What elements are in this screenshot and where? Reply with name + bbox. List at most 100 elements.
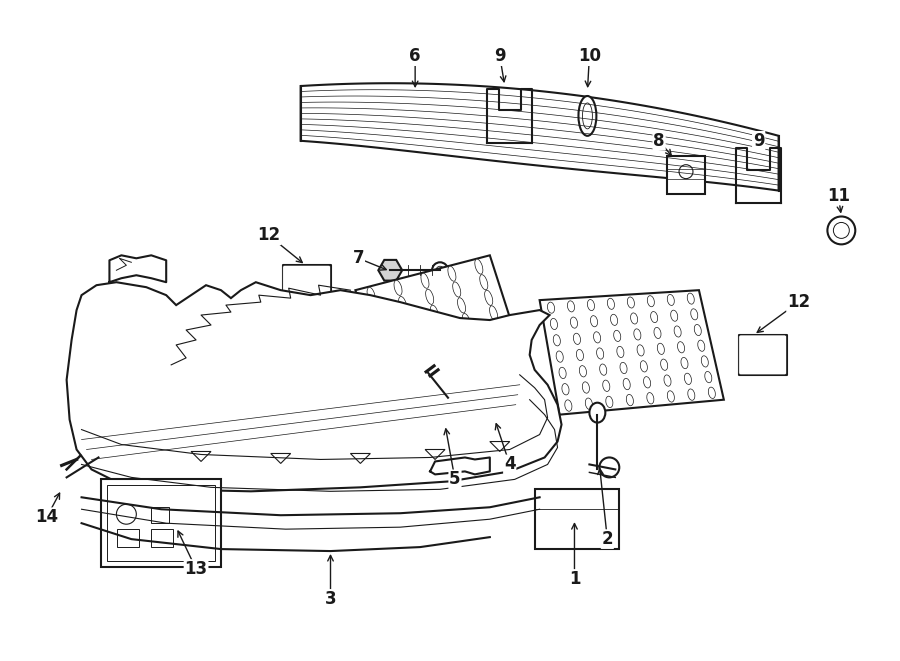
Ellipse shape — [494, 321, 502, 336]
Text: 7: 7 — [353, 249, 364, 267]
Bar — [117, 529, 140, 547]
Ellipse shape — [690, 309, 698, 320]
Ellipse shape — [556, 351, 563, 362]
Ellipse shape — [585, 398, 592, 409]
Ellipse shape — [426, 394, 434, 410]
Ellipse shape — [551, 319, 557, 330]
Circle shape — [432, 262, 448, 278]
Ellipse shape — [674, 326, 681, 337]
Ellipse shape — [588, 299, 595, 311]
Text: 6: 6 — [410, 47, 421, 65]
Ellipse shape — [667, 391, 674, 402]
Ellipse shape — [372, 304, 380, 319]
Circle shape — [599, 457, 619, 477]
Ellipse shape — [634, 329, 641, 340]
Ellipse shape — [644, 377, 651, 388]
Polygon shape — [356, 255, 535, 440]
Ellipse shape — [394, 386, 402, 402]
Ellipse shape — [453, 282, 461, 297]
Ellipse shape — [376, 320, 384, 336]
Ellipse shape — [661, 359, 668, 370]
Ellipse shape — [681, 358, 688, 369]
Ellipse shape — [440, 337, 448, 353]
Ellipse shape — [385, 353, 393, 369]
Ellipse shape — [509, 368, 518, 383]
Bar — [151, 507, 169, 524]
Bar — [283, 265, 330, 307]
Bar — [667, 156, 705, 194]
Text: 9: 9 — [753, 132, 764, 150]
Ellipse shape — [579, 96, 597, 136]
Ellipse shape — [664, 375, 671, 386]
Ellipse shape — [421, 273, 429, 288]
Ellipse shape — [475, 259, 483, 274]
Ellipse shape — [417, 362, 425, 377]
Ellipse shape — [390, 369, 398, 385]
Ellipse shape — [590, 403, 606, 422]
Text: 1: 1 — [569, 570, 580, 588]
Ellipse shape — [500, 337, 508, 352]
Ellipse shape — [608, 298, 615, 309]
Text: 4: 4 — [504, 455, 516, 473]
Bar — [151, 529, 173, 547]
Ellipse shape — [449, 369, 457, 385]
Ellipse shape — [708, 387, 716, 399]
Ellipse shape — [623, 378, 630, 390]
Circle shape — [436, 266, 444, 274]
Ellipse shape — [463, 313, 471, 329]
Ellipse shape — [606, 396, 613, 408]
Ellipse shape — [426, 290, 434, 305]
Ellipse shape — [367, 288, 375, 303]
FancyBboxPatch shape — [739, 335, 787, 375]
Ellipse shape — [580, 366, 587, 377]
Ellipse shape — [472, 345, 480, 360]
Text: 9: 9 — [494, 47, 506, 65]
Ellipse shape — [458, 401, 467, 417]
Ellipse shape — [684, 373, 691, 385]
FancyBboxPatch shape — [283, 265, 330, 307]
Ellipse shape — [565, 400, 572, 411]
Text: 13: 13 — [184, 560, 208, 578]
Ellipse shape — [430, 305, 438, 321]
Ellipse shape — [631, 313, 637, 324]
Ellipse shape — [701, 356, 708, 367]
Ellipse shape — [467, 329, 475, 344]
Ellipse shape — [394, 280, 402, 295]
Ellipse shape — [480, 275, 488, 290]
Polygon shape — [67, 282, 562, 491]
Ellipse shape — [490, 306, 498, 321]
Ellipse shape — [678, 342, 685, 353]
Ellipse shape — [445, 353, 453, 369]
Ellipse shape — [627, 297, 634, 308]
Text: 3: 3 — [325, 590, 337, 608]
Circle shape — [116, 504, 136, 524]
Ellipse shape — [399, 403, 407, 418]
Ellipse shape — [657, 343, 664, 354]
Ellipse shape — [640, 361, 647, 372]
Ellipse shape — [421, 377, 429, 393]
Ellipse shape — [647, 393, 654, 404]
Ellipse shape — [547, 302, 554, 313]
Ellipse shape — [667, 294, 674, 305]
Text: 12: 12 — [257, 227, 280, 245]
Bar — [107, 485, 215, 561]
Ellipse shape — [554, 334, 561, 346]
Ellipse shape — [654, 327, 661, 338]
Ellipse shape — [620, 362, 627, 373]
Ellipse shape — [688, 293, 694, 304]
Circle shape — [827, 217, 855, 245]
Ellipse shape — [571, 317, 578, 328]
Polygon shape — [301, 83, 778, 190]
Ellipse shape — [559, 368, 566, 379]
Ellipse shape — [573, 333, 580, 344]
Ellipse shape — [590, 316, 598, 327]
Ellipse shape — [399, 297, 407, 312]
Ellipse shape — [603, 380, 610, 391]
Ellipse shape — [482, 377, 490, 392]
Ellipse shape — [435, 321, 443, 336]
Text: 2: 2 — [601, 530, 613, 548]
Ellipse shape — [670, 310, 678, 321]
Ellipse shape — [582, 382, 590, 393]
Text: 5: 5 — [449, 471, 461, 488]
Bar — [535, 489, 619, 549]
